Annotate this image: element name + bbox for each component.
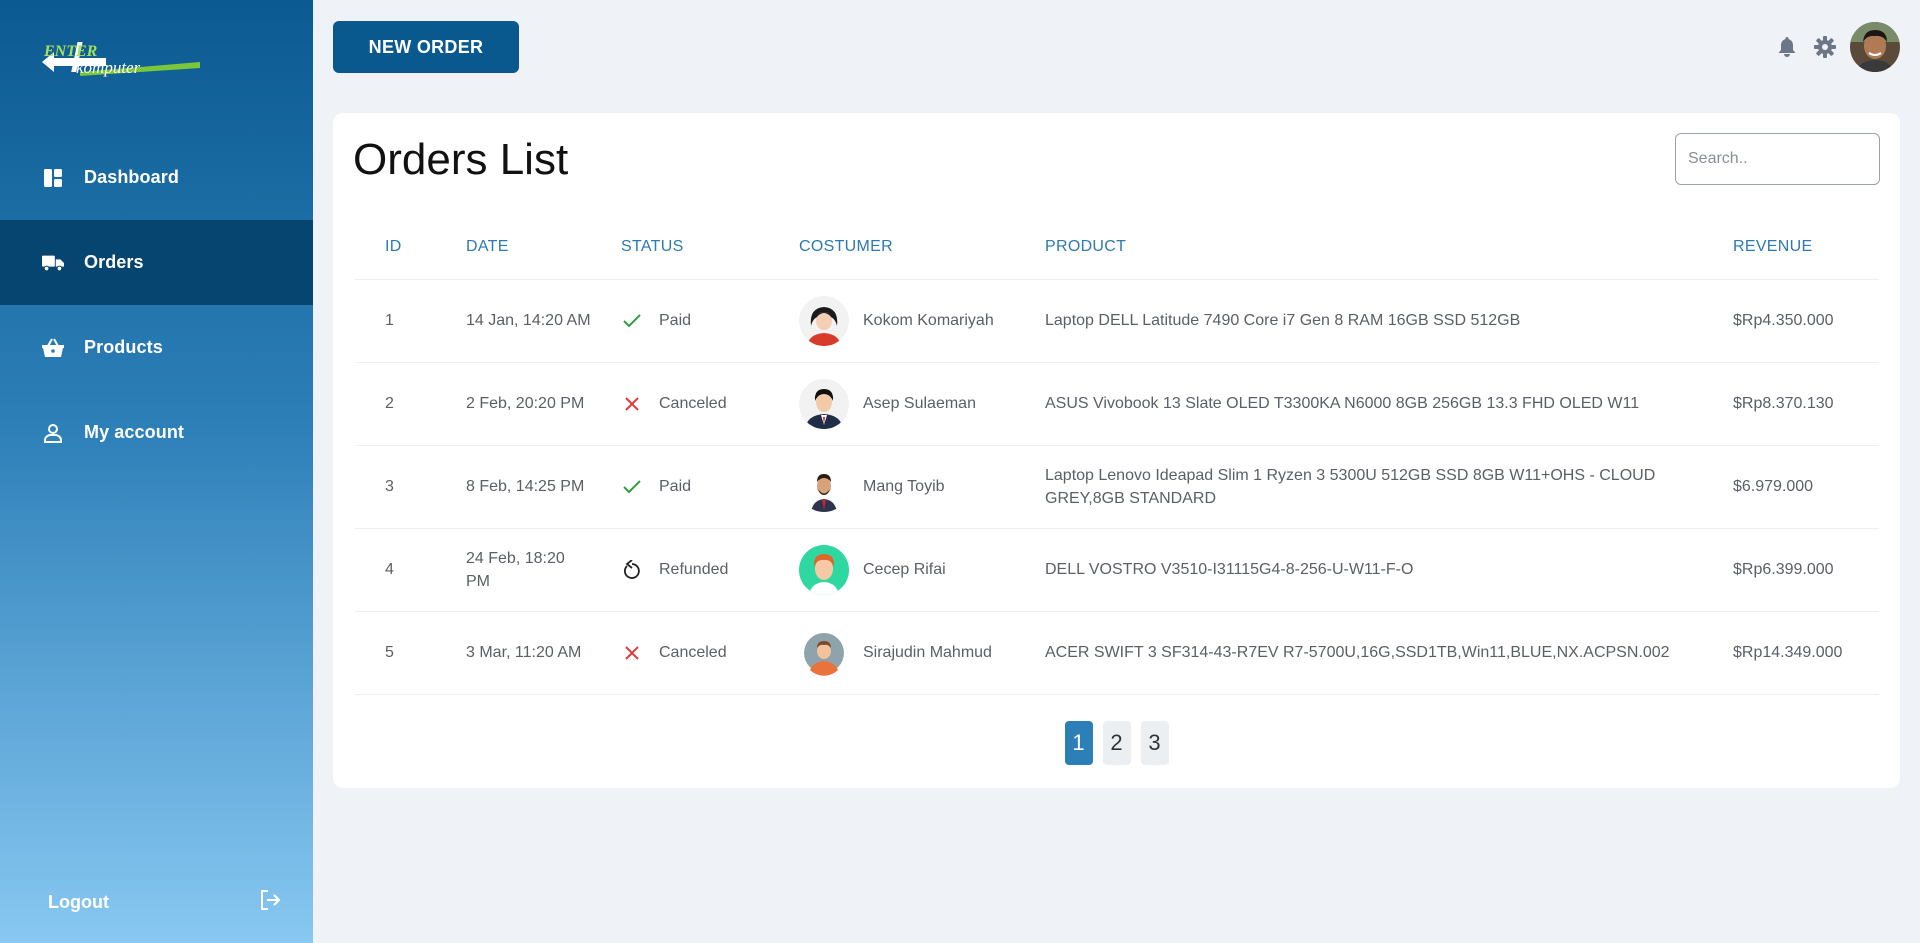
order-customer-cell: Kokom Komariyah — [769, 279, 1015, 363]
order-revenue: $Rp14.349.000 — [1703, 611, 1879, 695]
order-customer-cell: Asep Sulaeman — [769, 362, 1015, 446]
order-date: 24 Feb, 18:20 PM — [436, 528, 591, 612]
order-revenue: $Rp4.350.000 — [1703, 279, 1879, 363]
top-actions — [1774, 21, 1900, 73]
order-date: 14 Jan, 14:20 AM — [436, 279, 591, 363]
customer-name: Cecep Rifai — [863, 560, 946, 578]
order-revenue: $Rp8.370.130 — [1703, 362, 1879, 446]
order-customer-cell: Sirajudin Mahmud — [769, 611, 1015, 695]
order-status-cell: Paid — [591, 279, 769, 363]
order-customer-cell: Cecep Rifai — [769, 528, 1015, 612]
page-button-3[interactable]: 3 — [1140, 721, 1169, 765]
sidebar-item-label: My account — [84, 422, 185, 442]
page-title: Orders List — [353, 135, 569, 184]
logout-label: Logout — [48, 891, 109, 912]
orders-card: Orders List ID DATE STATUS COSTUMER PROD… — [333, 113, 1900, 788]
sidebar-item-label: Products — [84, 337, 163, 357]
page-button-2[interactable]: 2 — [1102, 721, 1131, 765]
user-icon — [42, 422, 64, 444]
order-status-cell: Paid — [591, 445, 769, 529]
order-id: 1 — [355, 279, 436, 363]
table-row[interactable]: 4 24 Feb, 18:20 PM Refunded Cecep Rifai … — [355, 528, 1879, 612]
status-badge: Canceled — [659, 395, 727, 412]
basket-icon — [42, 337, 64, 359]
column-header-product[interactable]: PRODUCT — [1015, 215, 1703, 280]
customer-avatar — [799, 461, 849, 512]
gear-icon[interactable] — [1812, 34, 1838, 60]
logout-button[interactable]: Logout — [48, 885, 281, 919]
order-id: 5 — [355, 611, 436, 695]
table-row[interactable]: 1 14 Jan, 14:20 AM Paid Kokom Komariyah … — [355, 279, 1879, 363]
user-avatar[interactable] — [1850, 22, 1900, 72]
order-revenue: $6.979.000 — [1703, 445, 1879, 529]
sidebar-item-my-account[interactable]: My account — [0, 390, 313, 475]
customer-avatar — [799, 627, 849, 678]
check-icon — [621, 476, 643, 498]
order-status-cell: Canceled — [591, 611, 769, 695]
order-product: Laptop DELL Latitude 7490 Core i7 Gen 8 … — [1015, 279, 1703, 363]
x-icon — [621, 393, 643, 415]
table-header-row: ID DATE STATUS COSTUMER PRODUCT REVENUE — [355, 215, 1879, 280]
status-badge: Canceled — [659, 644, 727, 661]
order-product: ACER SWIFT 3 SF314-43-R7EV R7-5700U,16G,… — [1015, 611, 1703, 695]
sidebar-nav: Dashboard Orders Products My account — [0, 135, 313, 475]
order-product: ASUS Vivobook 13 Slate OLED T3300KA N600… — [1015, 362, 1703, 446]
column-header-date[interactable]: DATE — [436, 215, 591, 280]
order-revenue: $Rp6.399.000 — [1703, 528, 1879, 612]
customer-avatar — [799, 544, 849, 595]
logo-text-top: ENTER — [43, 43, 98, 60]
logo-text-bottom: komputer — [76, 58, 141, 77]
status-badge: Refunded — [659, 561, 729, 578]
customer-name: Sirajudin Mahmud — [863, 643, 992, 661]
pagination: 1 2 3 — [333, 721, 1900, 765]
check-icon — [621, 310, 643, 332]
order-status-cell: Refunded — [591, 528, 769, 612]
order-date: 3 Mar, 11:20 AM — [436, 611, 591, 695]
table-row[interactable]: 2 2 Feb, 20:20 PM Canceled Asep Sulaeman… — [355, 362, 1879, 446]
column-header-id[interactable]: ID — [355, 215, 436, 280]
order-status-cell: Canceled — [591, 362, 769, 446]
orders-table: ID DATE STATUS COSTUMER PRODUCT REVENUE … — [355, 215, 1879, 695]
order-product: DELL VOSTRO V3510-I31115G4-8-256-U-W11-F… — [1015, 528, 1703, 612]
status-badge: Paid — [659, 312, 692, 329]
customer-name: Asep Sulaeman — [863, 394, 976, 412]
bell-icon[interactable] — [1774, 34, 1800, 60]
page-button-1[interactable]: 1 — [1064, 721, 1093, 765]
sidebar-item-products[interactable]: Products — [0, 305, 313, 390]
customer-avatar — [799, 378, 849, 429]
table-row[interactable]: 5 3 Mar, 11:20 AM Canceled Sirajudin Mah… — [355, 611, 1879, 695]
order-id: 2 — [355, 362, 436, 446]
search-input[interactable] — [1675, 133, 1880, 185]
order-date: 8 Feb, 14:25 PM — [436, 445, 591, 529]
order-id: 3 — [355, 445, 436, 529]
column-header-revenue[interactable]: REVENUE — [1703, 215, 1879, 280]
sidebar-item-orders[interactable]: Orders — [0, 220, 313, 305]
refund-icon — [621, 559, 643, 581]
order-id: 4 — [355, 528, 436, 612]
x-icon — [621, 642, 643, 664]
order-product: Laptop Lenovo Ideapad Slim 1 Ryzen 3 530… — [1015, 445, 1703, 529]
status-badge: Paid — [659, 478, 692, 495]
logout-icon — [259, 889, 281, 916]
order-customer-cell: Mang Toyib — [769, 445, 1015, 529]
sidebar-item-label: Orders — [84, 252, 144, 272]
column-header-customer[interactable]: COSTUMER — [769, 215, 1015, 280]
customer-name: Mang Toyib — [863, 477, 945, 495]
column-header-status[interactable]: STATUS — [591, 215, 769, 280]
new-order-button[interactable]: NEW ORDER — [333, 21, 519, 73]
sidebar: ENTER komputer Dashboard Orders Products — [0, 0, 313, 943]
order-date: 2 Feb, 20:20 PM — [436, 362, 591, 446]
customer-name: Kokom Komariyah — [863, 311, 994, 329]
sidebar-item-dashboard[interactable]: Dashboard — [0, 135, 313, 220]
dashboard-icon — [42, 167, 64, 189]
customer-avatar — [799, 295, 849, 346]
table-row[interactable]: 3 8 Feb, 14:25 PM Paid Mang Toyib Laptop… — [355, 445, 1879, 529]
sidebar-item-label: Dashboard — [84, 167, 179, 187]
enter-komputer-logo[interactable]: ENTER komputer — [40, 40, 200, 92]
truck-icon — [42, 252, 64, 274]
